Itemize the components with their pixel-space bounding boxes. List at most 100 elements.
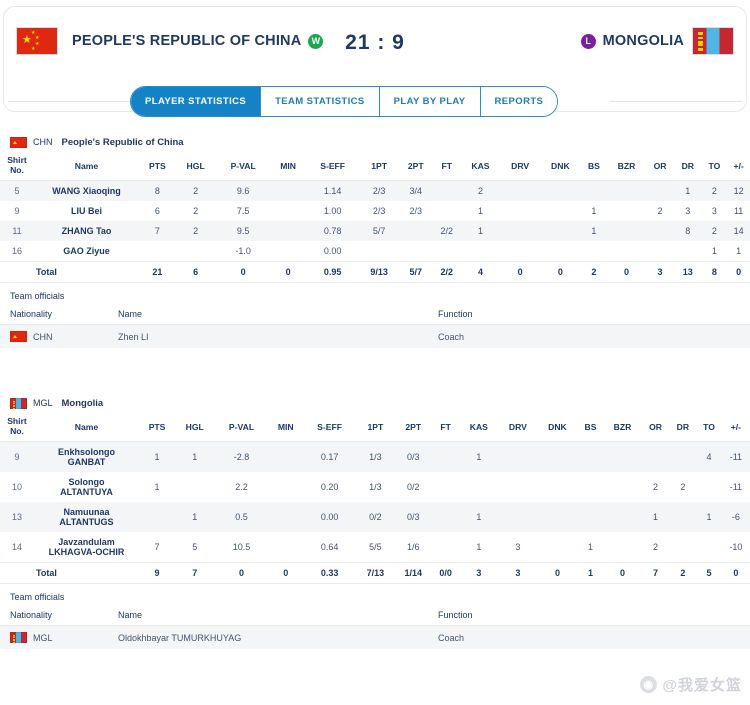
team-officials-table: Nationality Name Function CHN Zhen LI Coac…	[0, 306, 750, 348]
cell-s-eff: 0.00	[320, 512, 339, 522]
player-last-name: GANBAT	[67, 457, 106, 467]
cell-s-eff: 0.64	[320, 542, 339, 552]
soyombo-icon	[698, 32, 703, 51]
cell-hgl: 2	[193, 186, 199, 196]
col-2pt: 2PT	[398, 152, 434, 181]
cell-player-name[interactable]: LIU Bei	[70, 206, 102, 216]
cell-2pt: 2/3	[409, 206, 422, 216]
section-tabs[interactable]: PLAYER STATISTICS TEAM STATISTICS PLAY B…	[130, 86, 559, 117]
cell-ft: 2/2	[440, 226, 454, 236]
cell-p-val: 0.5	[235, 512, 248, 522]
cell-to: 1	[706, 512, 712, 522]
cell-player-name[interactable]: Javzandulam LKHAGVA-OCHIR	[34, 532, 139, 563]
table-row[interactable]: 9 LIU Bei 6 2 7.5 1.00 2/3 2/3 1 1 2 3 3 11	[0, 201, 750, 221]
col-1pt: 1PT	[359, 152, 399, 181]
cell-min	[271, 181, 306, 202]
cell-min	[269, 532, 303, 563]
cell-bzr	[607, 241, 646, 262]
cell-to	[696, 472, 721, 502]
cell-hgl: 1	[192, 512, 198, 522]
team-officials-title: Team officials	[10, 592, 65, 602]
cell-shirt-no: 16	[11, 246, 22, 256]
table-row[interactable]: 9 Enkhsolongo GANBAT 1 1 -2.8 0.17 1/3 0/3 1 4 -11	[0, 441, 750, 473]
cell-total-plus-minus: 0	[727, 261, 750, 283]
official-row[interactable]: MGL Oldokhbayar TUMURKHUYAG Coach	[0, 625, 750, 649]
cell-bzr	[603, 532, 641, 563]
cell-2pt: 0/3	[406, 452, 420, 462]
table-row[interactable]: 11 ZHANG Tao 7 2 9.5 0.78 5/7 2/2 1 1 8 2 14	[0, 221, 750, 241]
cell-ft	[432, 442, 459, 473]
cell-total-2pt: 1/14	[394, 562, 433, 584]
cell-official-name: Oldokhbayar TUMURKHUYAG	[118, 632, 242, 643]
cell-total-to: 8	[701, 261, 728, 283]
cell-hgl: 5	[192, 542, 198, 552]
cell-pts: 1	[154, 452, 160, 462]
table-row-total: Total 9 7 0 0 0.33 7/13 1/14 0/0 3 3 0 1 0 7 2 5 0	[0, 562, 750, 584]
cell-total-label: Total	[34, 562, 139, 584]
cell-or: 2	[653, 482, 659, 492]
cell-kas: 1	[476, 542, 482, 552]
cell-to: 2	[711, 186, 717, 196]
player-first-name: Solongo	[68, 477, 105, 487]
table-row[interactable]: 10 Solongo ALTANTUYA 1 2.2 0.20 1/3 0/2 2 2 -11	[0, 472, 750, 502]
col-hgl: HGL	[175, 413, 215, 442]
cell-bs: 1	[587, 542, 593, 552]
col-or: OR	[641, 413, 670, 442]
away-team: L MONGOLIA	[580, 33, 684, 49]
col-dnk: DNK	[539, 152, 581, 181]
col-pts: PTS	[139, 152, 176, 181]
cell-player-name[interactable]: Enkhsolongo GANBAT	[34, 442, 139, 473]
cell-or: 2	[653, 542, 659, 552]
cell-function: Coach	[438, 632, 465, 643]
table-row[interactable]: 14 Javzandulam LKHAGVA-OCHIR 7 5 10.5 0.64 5/5 1…	[0, 532, 750, 563]
col-drv: DRV	[498, 413, 538, 442]
flag-star-small: ★	[35, 35, 40, 41]
cell-ft	[433, 241, 460, 262]
cell-1pt: 0/2	[369, 512, 382, 522]
mongolia-flag	[692, 27, 734, 55]
tab-team-statistics[interactable]: TEAM STATISTICS	[261, 87, 380, 116]
col-pm: +/-	[727, 152, 750, 181]
col-pval: P-VAL	[214, 413, 269, 442]
cell-kas: 1	[476, 512, 482, 522]
col-shirt-no: Shirt No.	[0, 152, 34, 181]
cell-or: 2	[657, 206, 663, 216]
table-row[interactable]: 5 WANG Xiaoqing 8 2 9.6 1.14 2/3 3/4 2 1 2 12	[0, 180, 750, 202]
table-row[interactable]: 13 Namuunaa ALTANTUGS 1 0.5 0.00 0/2 0/3 1 1 1 -6	[0, 502, 750, 532]
cell-total-dr: 13	[674, 261, 702, 283]
cell-player-name[interactable]: Solongo ALTANTUYA	[34, 472, 139, 502]
china-flag-small	[10, 331, 27, 342]
cell-player-name[interactable]: GAO Ziyue	[63, 246, 110, 256]
cell-bs	[578, 502, 604, 532]
cell-kas: 1	[476, 452, 482, 462]
table-row[interactable]: 16 GAO Ziyue -1.0 0.00 1 1	[0, 241, 750, 262]
cell-bzr	[607, 221, 646, 241]
col-official-name: Name	[118, 607, 438, 626]
cell-plus-minus: 11	[733, 206, 744, 216]
cell-total-min: 0	[270, 261, 306, 283]
cell-plus-minus: -6	[731, 512, 740, 522]
cell-1pt: 5/7	[372, 226, 386, 236]
tab-reports[interactable]: REPORTS	[480, 87, 558, 116]
cell-player-name[interactable]: ZHANG Tao	[61, 226, 112, 236]
cell-dr: 8	[685, 226, 691, 236]
cell-player-name[interactable]: WANG Xiaoqing	[52, 186, 121, 196]
cell-total-s-eff: 0.95	[305, 261, 360, 283]
cell-pts	[139, 241, 176, 262]
col-1pt: 1PT	[356, 413, 395, 442]
team-section-mgl: MGL Mongolia Shirt No. Name PTS HGL P-VA…	[0, 394, 750, 649]
cell-dnk	[537, 442, 577, 473]
cell-drv	[500, 181, 540, 202]
tab-play-by-play[interactable]: PLAY BY PLAY	[379, 87, 481, 116]
home-team: PEOPLE'S REPUBLIC OF CHINA W	[72, 33, 324, 49]
cell-pts: 1	[154, 482, 160, 492]
official-row[interactable]: CHN Zhen LI Coach	[0, 324, 750, 348]
cell-total-plus-minus: 0	[721, 562, 750, 584]
cell-dr	[669, 502, 696, 532]
cell-ft	[432, 502, 459, 532]
cell-empty	[0, 261, 34, 283]
cell-bzr	[603, 472, 641, 502]
cell-player-name[interactable]: Namuunaa ALTANTUGS	[34, 502, 139, 532]
tab-player-statistics[interactable]: PLAYER STATISTICS	[131, 87, 262, 116]
cell-shirt-no: 9	[14, 206, 20, 216]
